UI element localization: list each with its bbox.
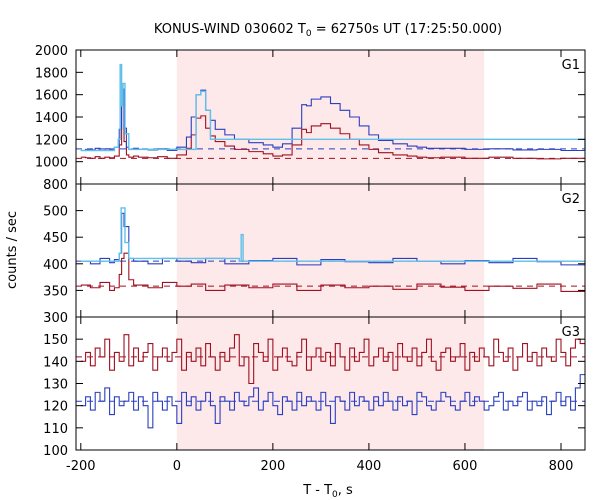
- shaded-interval-g3: [176, 317, 485, 450]
- x-tick-label: 0: [173, 459, 181, 474]
- y-tick-label: 110: [43, 422, 68, 437]
- panel-label: G3: [562, 325, 580, 340]
- y-tick-label: 300: [43, 311, 68, 326]
- y-tick-label: 800: [43, 178, 68, 193]
- y-tick-label: 120: [43, 400, 68, 415]
- panel-label: G1: [562, 58, 580, 73]
- y-tick-label: 450: [43, 231, 68, 246]
- y-tick-label: 100: [43, 444, 68, 459]
- series-cyan-g2: [80, 207, 585, 262]
- x-axis-label: T - T0, s: [302, 483, 353, 500]
- y-tick-label: 150: [43, 333, 68, 348]
- y-tick-label: 500: [43, 205, 68, 220]
- x-tick-label: 600: [453, 459, 478, 474]
- y-tick-label: 350: [43, 284, 68, 299]
- series-blue-g1: [80, 88, 585, 152]
- series-red-g3: [80, 334, 585, 385]
- chart-title: KONUS-WIND 030602 T0 = 62750s UT (17:25:…: [154, 22, 502, 39]
- y-tick-label: 140: [43, 355, 68, 370]
- y-tick-label: 1000: [35, 156, 68, 171]
- panel-label: G2: [562, 192, 580, 207]
- shaded-interval-g1: [176, 50, 485, 184]
- series-red-g2: [80, 252, 586, 293]
- y-tick-label: 400: [43, 258, 68, 273]
- x-tick-label: 800: [549, 459, 574, 474]
- y-tick-label: 1600: [35, 89, 68, 104]
- series-blue-g3: [80, 374, 585, 429]
- shaded-interval-g2: [176, 184, 485, 317]
- y-tick-label: 1800: [35, 66, 68, 81]
- x-tick-label: 200: [260, 459, 285, 474]
- x-tick-label: 400: [357, 459, 382, 474]
- y-tick-label: 130: [43, 378, 68, 393]
- y-tick-label: 1400: [35, 111, 68, 126]
- series-cyan-g1: [80, 63, 586, 152]
- y-tick-label: 2000: [35, 44, 68, 59]
- y-tick-label: 1200: [35, 133, 68, 148]
- x-tick-label: -200: [66, 459, 96, 474]
- y-axis-label: counts / sec: [5, 211, 20, 289]
